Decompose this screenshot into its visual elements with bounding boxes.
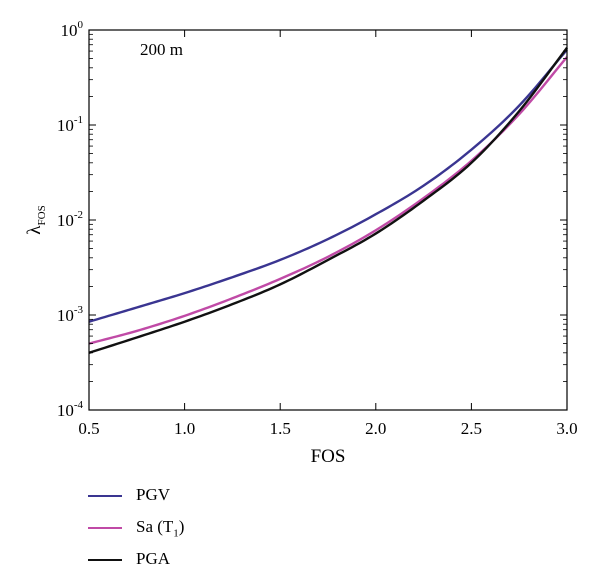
y-axis-title: λFOS xyxy=(24,205,48,234)
x-tick-label: 3.0 xyxy=(556,419,577,438)
legend-label-sa: Sa (T1) xyxy=(136,517,185,540)
y-tick-label: 10-3 xyxy=(57,304,84,325)
legend-swatch-pgv xyxy=(88,495,122,497)
series-line-pga xyxy=(88,47,568,354)
x-tick-label: 2.5 xyxy=(461,419,482,438)
x-tick-label: 2.0 xyxy=(365,419,386,438)
annotation-label: 200 m xyxy=(140,40,183,59)
legend-label-pgv: PGV xyxy=(136,485,171,504)
y-tick-label: 10-4 xyxy=(57,399,84,420)
y-tick-label: 100 xyxy=(61,19,84,40)
svg-text:λFOS: λFOS xyxy=(24,205,48,234)
y-tick-label: 10-1 xyxy=(57,114,83,135)
legend-item-pga: PGA xyxy=(88,548,388,580)
legend-item-sa: Sa (T1) xyxy=(88,516,388,548)
y-axis-title-sub: FOS xyxy=(36,205,48,225)
x-tick-label: 1.0 xyxy=(174,419,195,438)
legend-label-pga: PGA xyxy=(136,549,171,568)
legend-swatch-pga xyxy=(88,559,122,561)
legend-item-pgv: PGV xyxy=(88,484,388,516)
legend: PGV Sa (T1) PGA xyxy=(88,484,388,580)
y-axis-title-main: λ xyxy=(24,225,45,235)
y-tick-label: 10-2 xyxy=(57,209,83,230)
series-line-pgv xyxy=(88,48,568,323)
x-axis-title: FOS xyxy=(311,446,346,467)
plot-area xyxy=(88,47,568,354)
x-tick-label: 1.5 xyxy=(270,419,291,438)
legend-swatch-sa xyxy=(88,527,122,529)
plot-frame xyxy=(88,29,568,411)
axis-ticks: 0.5 1.0 1.5 2.0 2.5 3.0 10-4 10-3 10-2 10-1 100 xyxy=(57,19,578,438)
x-tick-label: 0.5 xyxy=(78,419,99,438)
